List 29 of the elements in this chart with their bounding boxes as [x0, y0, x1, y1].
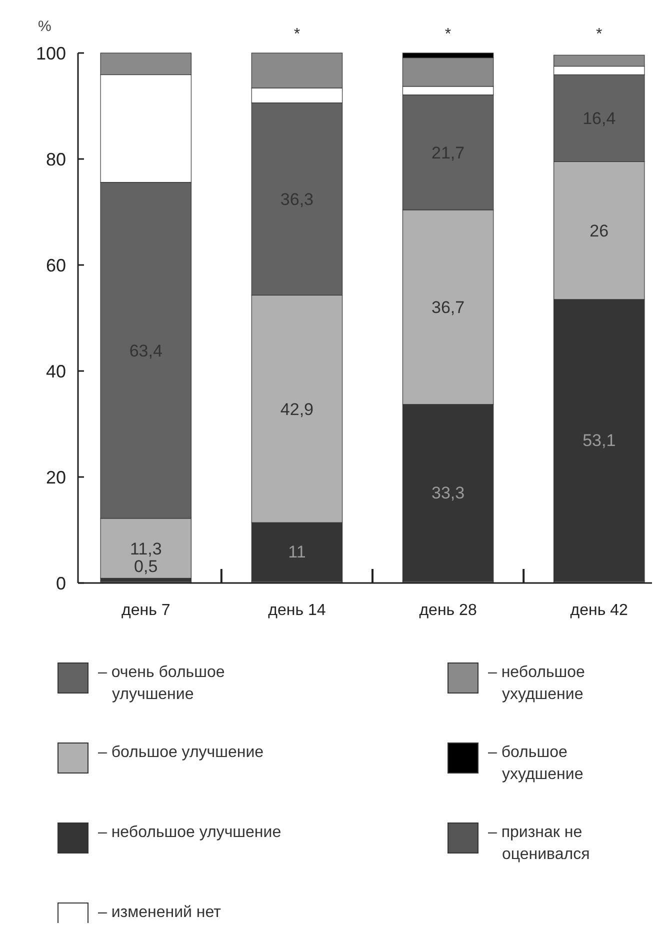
annotation: * — [294, 26, 300, 43]
legend-label: – признак не оценивался — [488, 824, 590, 863]
x-tick-label: день 28 — [419, 602, 477, 619]
data-label: 33,3 — [431, 484, 465, 503]
data-label: 26 — [590, 222, 609, 241]
data-label: 0,5 — [134, 557, 158, 576]
y-tick-label: 100 — [36, 43, 66, 64]
y-tick-label: 40 — [46, 361, 66, 382]
y-axis-title: % — [38, 18, 52, 35]
annotation: * — [596, 26, 602, 43]
legend-label: – большое ухудшение — [488, 744, 584, 783]
y-tick-label: 0 — [56, 573, 66, 594]
data-label: 11,3 — [130, 539, 162, 558]
x-tick-label: день 42 — [570, 602, 628, 619]
legend-label: – небольшое ухудшение — [488, 664, 586, 703]
legend-label: – очень большое улучшение — [98, 664, 225, 703]
annotation: * — [444, 26, 452, 43]
data-label: 36,7 — [431, 298, 465, 318]
legend-label: – небольшое улучшение — [98, 824, 282, 841]
x-tick-label: день 7 — [122, 602, 170, 619]
y-tick-label: 60 — [46, 255, 66, 276]
legend-label: – изменений нет — [98, 904, 222, 921]
y-tick-label: 20 — [46, 467, 66, 488]
legend-label: – большое улучшение — [98, 744, 264, 761]
data-label: 53,1 — [582, 431, 616, 450]
x-tick-label: день 14 — [268, 602, 326, 619]
y-tick-label: 80 — [46, 149, 66, 170]
data-label: 42,9 — [280, 400, 314, 419]
data-label: 11 — [288, 542, 306, 562]
